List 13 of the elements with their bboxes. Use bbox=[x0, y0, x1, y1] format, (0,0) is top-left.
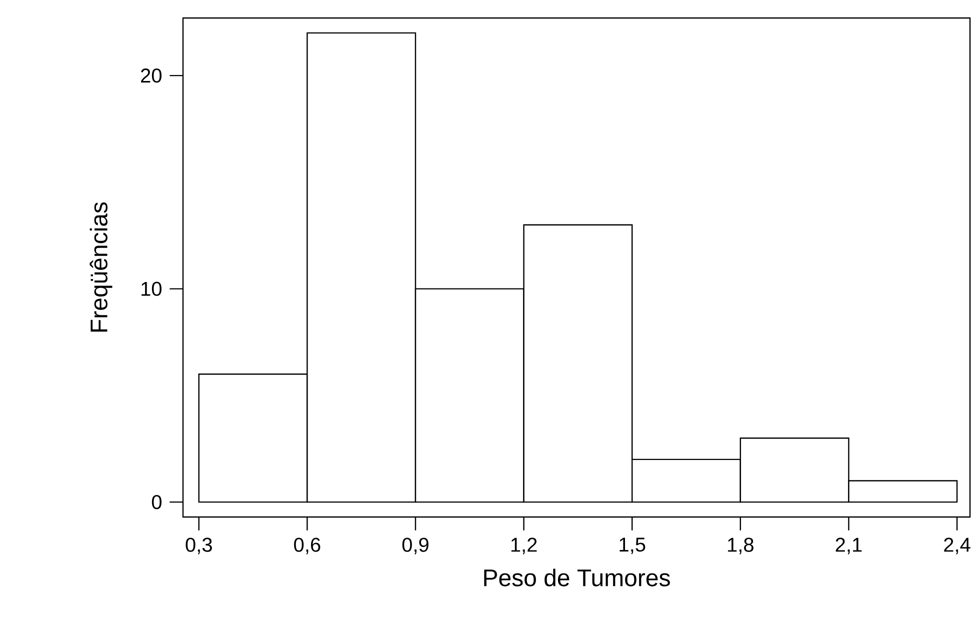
y-tick-label: 10 bbox=[142, 282, 162, 296]
x-tick-label: 1,2 bbox=[511, 538, 537, 554]
y-axis-title: Freqüências bbox=[90, 202, 112, 332]
x-tick-label: 2,4 bbox=[944, 538, 970, 554]
x-tick-label: 0,6 bbox=[294, 538, 320, 554]
x-tick-label: 1,5 bbox=[620, 538, 646, 554]
x-axis-title: Peso de Tumores bbox=[484, 568, 670, 586]
x-tick-label: 0,3 bbox=[186, 538, 212, 554]
y-tick-label: 20 bbox=[141, 68, 162, 83]
x-tick-label: 0,9 bbox=[402, 538, 428, 554]
y-tick-label: 0 bbox=[152, 494, 162, 510]
x-tick-label: 2,1 bbox=[836, 538, 862, 554]
x-tick-label: 1,8 bbox=[728, 538, 754, 554]
